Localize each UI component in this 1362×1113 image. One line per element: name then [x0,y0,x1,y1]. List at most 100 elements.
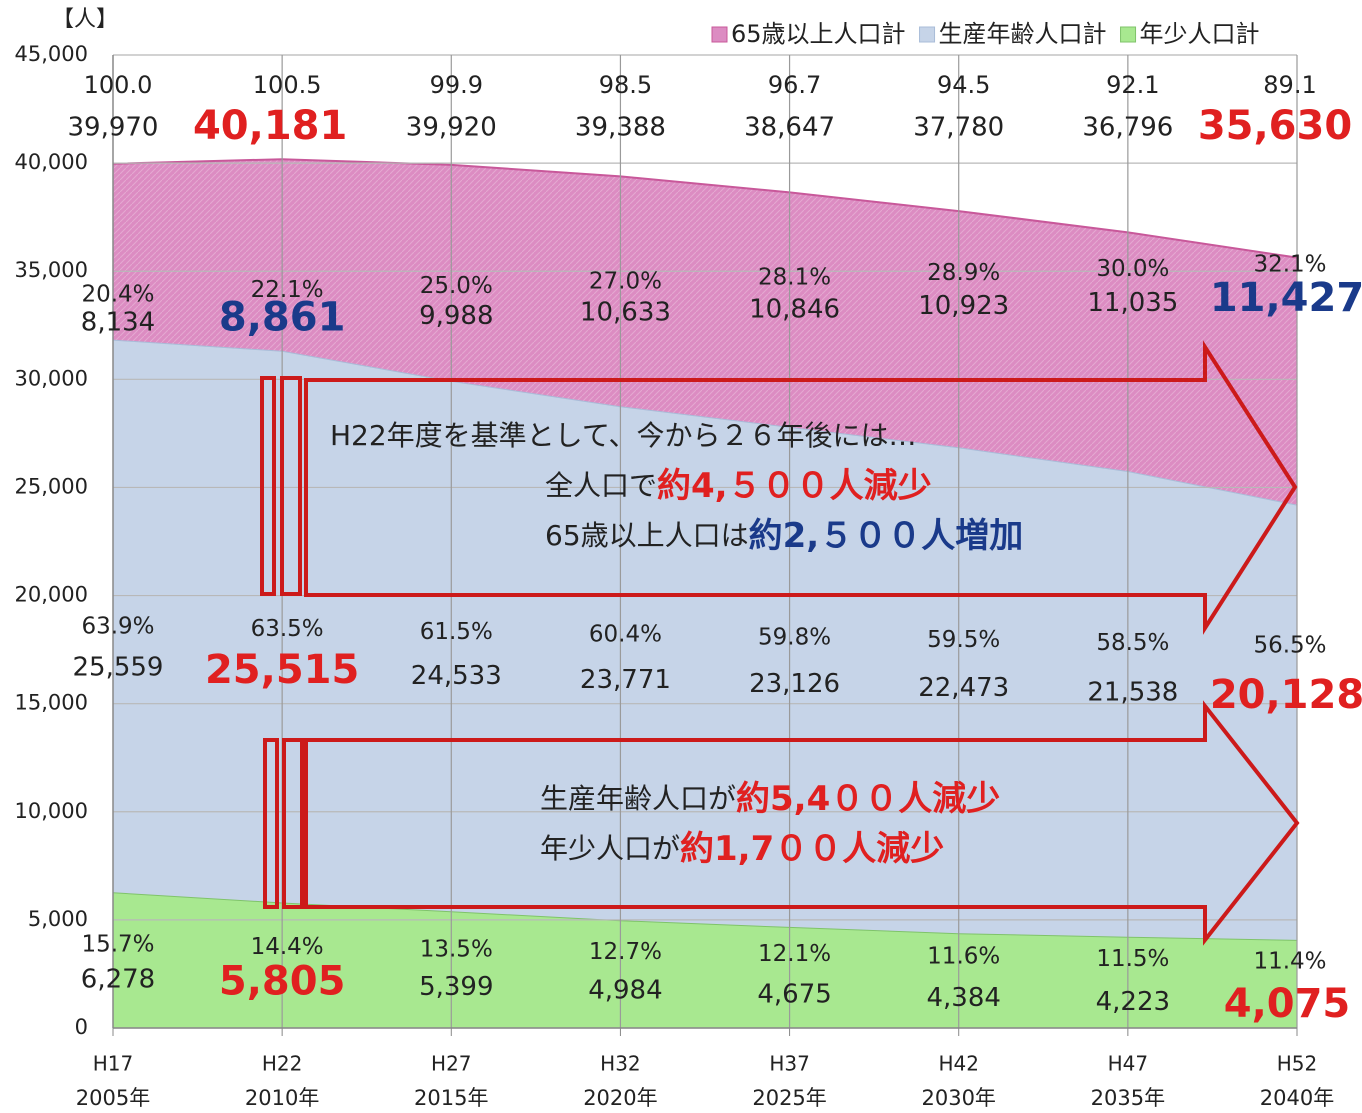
x-tick-year: 2010年 [245,1086,319,1110]
total-label: 36,796 [1082,113,1173,143]
value-label: 22,473 [918,673,1009,703]
y-tick-label: 35,000 [15,258,88,282]
annotation-part: 約2,５００人増加 [749,516,1024,556]
legend-label: 生産年齢人口計 [939,20,1107,48]
y-tick-label: 40,000 [15,150,88,174]
index-label: 89.1 [1263,71,1316,99]
total-label: 39,920 [406,113,497,143]
y-tick-label: 0 [75,1015,88,1039]
annotation-part: 年少人口が [540,832,680,865]
share-label: 56.5% [1253,633,1326,659]
x-tick-label: H22 [262,1052,303,1076]
annotation: 生産年齢人口が約5,4００人減少 [540,779,1000,819]
y-tick-label: 5,000 [28,907,88,931]
annotation-part: 約1,7００人減少 [680,829,944,869]
total-label: 39,970 [68,113,159,143]
share-label: 12.7% [589,939,662,965]
annotation-part: 全人口で [545,469,657,502]
y-tick-label: 45,000 [15,42,88,66]
x-tick-label: H47 [1108,1052,1149,1076]
value-label: 4,384 [926,983,1000,1013]
x-tick-label: H52 [1277,1052,1318,1076]
value-label: 21,538 [1087,677,1178,707]
x-tick-year: 2030年 [921,1086,995,1110]
x-tick-year: 2025年 [752,1086,826,1110]
share-label: 63.9% [81,614,154,640]
value-label: 4,675 [757,979,831,1009]
value-label: 4,075 [1224,981,1351,1027]
arrow-box [260,340,1298,635]
index-label: 99.9 [430,71,483,99]
total-label: 39,388 [575,113,666,143]
share-label: 63.5% [251,616,324,642]
legend-label: 65歳以上人口計 [731,20,906,48]
y-tick-label: 30,000 [15,366,88,390]
value-label: 9,988 [419,301,493,331]
share-label: 25.0% [420,273,493,299]
x-tick-label: H37 [769,1052,810,1076]
y-tick-label: 20,000 [15,583,88,607]
share-label: 12.1% [758,941,831,967]
annotation-part: 65歳以上人口は [545,519,749,552]
value-label: 11,035 [1087,288,1178,318]
area-fill [113,892,1297,1028]
annotation-part: H22年度を基準として、今から２６年後には… [330,419,916,452]
total-label: 38,647 [744,113,835,143]
share-label: 11.4% [1253,949,1326,975]
annotation: 全人口で約4,５００人減少 [545,466,932,506]
share-label: 30.0% [1096,256,1169,282]
x-tick-year: 2005年 [76,1086,150,1110]
x-tick-label: H32 [600,1052,641,1076]
share-label: 60.4% [589,622,662,648]
value-label: 25,515 [205,647,359,693]
annotation: 65歳以上人口は約2,５００人増加 [545,516,1023,556]
value-label: 5,805 [219,959,346,1005]
x-tick-year: 2020年 [583,1086,657,1110]
area-edge [112,158,1298,259]
share-label: 28.1% [758,264,831,290]
value-label: 4,223 [1096,987,1170,1017]
share-label: 58.5% [1096,630,1169,656]
value-label: 4,984 [588,976,662,1006]
share-label: 61.5% [420,619,493,645]
share-label: 11.5% [1096,946,1169,972]
total-label: 40,181 [193,103,347,149]
value-label: 8,134 [81,308,155,338]
y-tick-label: 25,000 [15,474,88,498]
value-label: 6,278 [81,965,155,995]
share-label: 22.1% [251,277,324,303]
share-label: 28.9% [927,260,1000,286]
x-tick-label: H17 [93,1052,134,1076]
value-label: 10,923 [918,291,1009,321]
value-label: 23,771 [580,665,671,695]
arrow-box [263,700,1300,946]
value-label: 24,533 [411,661,502,691]
index-label: 100.0 [84,71,153,99]
legend-swatch [711,26,728,43]
index-label: 96.7 [768,71,821,99]
value-label: 10,633 [580,298,671,328]
share-label: 59.5% [927,627,1000,653]
annotation-part: 約4,５００人減少 [657,466,932,506]
value-label: 25,559 [73,653,164,683]
x-tick-year: 2040年 [1260,1086,1334,1110]
share-label: 14.4% [251,934,324,960]
share-label: 32.1% [1253,252,1326,278]
y-tick-label: 10,000 [15,799,88,823]
value-label: 20,128 [1210,672,1362,718]
share-label: 13.5% [420,936,493,962]
index-label: 94.5 [937,71,990,99]
share-label: 15.7% [81,932,154,958]
legend-swatch [1120,26,1137,43]
index-label: 100.5 [253,71,322,99]
index-label: 92.1 [1106,71,1159,99]
share-label: 59.8% [758,624,831,650]
annotation: 年少人口が約1,7００人減少 [540,829,944,869]
total-label: 35,630 [1198,103,1352,149]
total-label: 37,780 [913,113,1004,143]
y-tick-label: 15,000 [15,691,88,715]
area-fill [113,339,1297,940]
share-label: 20.4% [81,282,154,308]
x-tick-year: 2035年 [1091,1086,1165,1110]
